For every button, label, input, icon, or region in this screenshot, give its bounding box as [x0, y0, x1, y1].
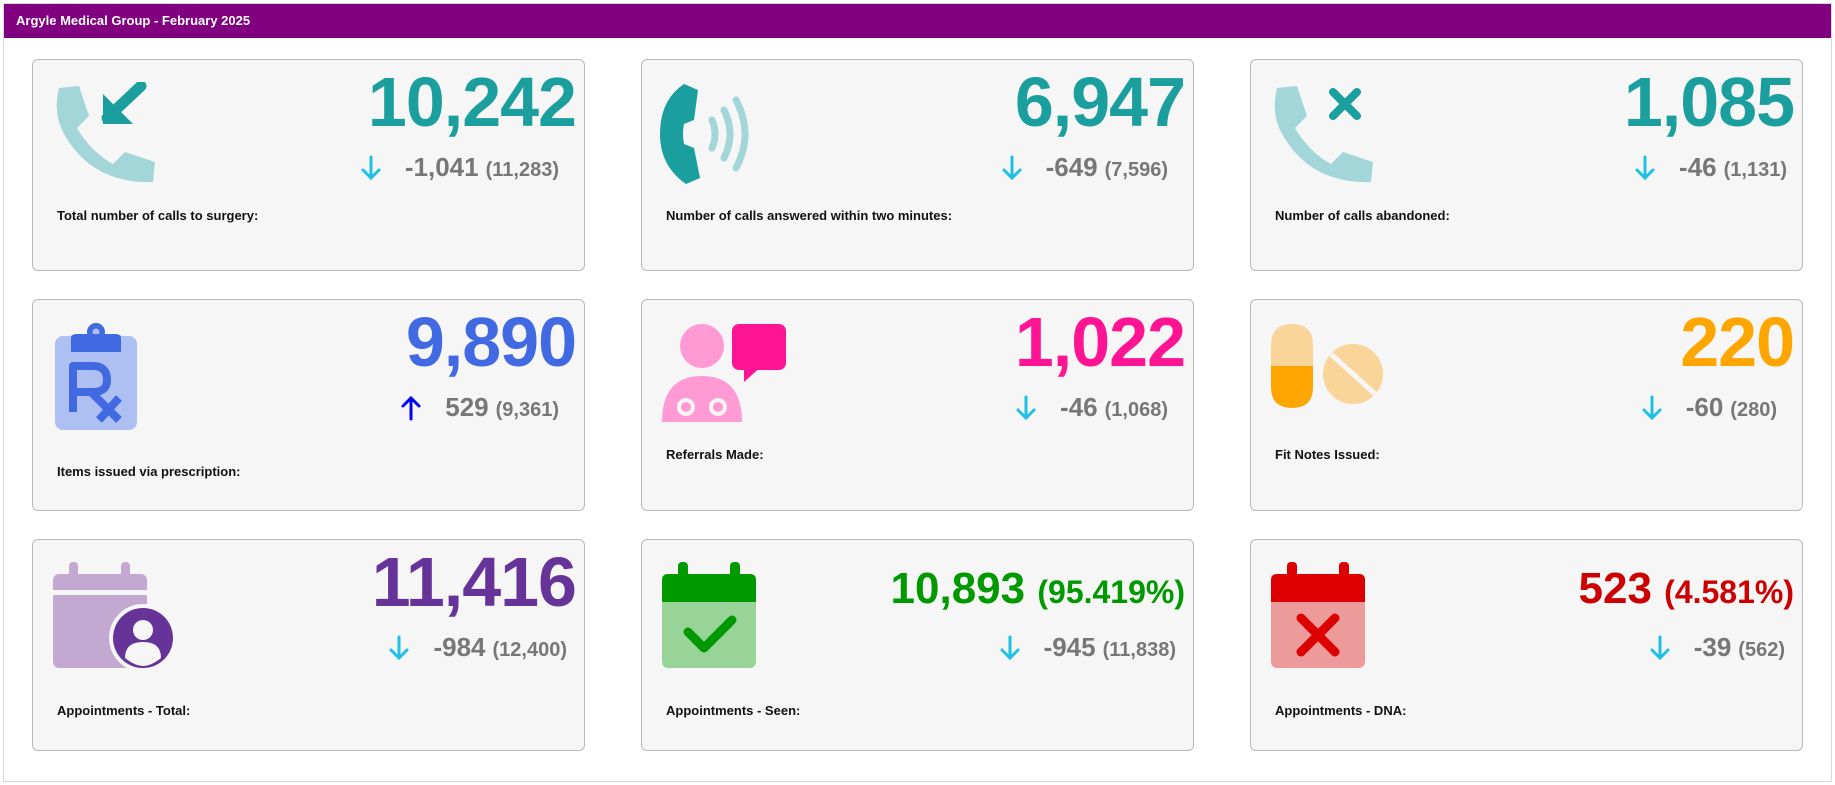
kpi-change: -649: [1045, 152, 1098, 182]
missed-call-icon: [1274, 86, 1373, 183]
arrow-down-icon: [1650, 635, 1670, 660]
kpi-value: 10,893 (95.419%): [890, 564, 1185, 613]
kpi-previous: (1,131): [1723, 159, 1787, 181]
calendar-user-icon: [53, 562, 177, 672]
kpi-value: 11,416: [371, 543, 577, 621]
kpi-value: 220: [1680, 303, 1795, 381]
kpi-previous: (1,068): [1104, 399, 1168, 421]
kpi-previous: (9,361): [495, 399, 559, 421]
kpi-label: Number of calls abandoned:: [1275, 208, 1450, 223]
kpi-delta: -945 (11,838): [998, 632, 1176, 663]
kpi-previous: (12,400): [492, 639, 568, 661]
kpi-label: Appointments - DNA:: [1275, 703, 1407, 718]
kpi-value: 523 (4.581%): [1578, 564, 1795, 613]
kpi-previous: (11,838): [1102, 639, 1176, 661]
calendar-cross-icon: [1271, 562, 1365, 668]
kpi-delta: -60 (280): [1640, 392, 1777, 423]
kpi-delta: -649 (7,596): [1000, 152, 1168, 183]
kpi-delta: -46 (1,131): [1633, 152, 1787, 183]
arrow-down-icon: [1016, 395, 1036, 420]
kpi-change: 529: [445, 392, 489, 422]
kpi-card-total-calls[interactable]: 10,242 -1,041 (11,283) Total number of c…: [32, 59, 585, 271]
kpi-value: 6,947: [1014, 63, 1186, 141]
arrow-down-icon: [1635, 155, 1655, 180]
incoming-call-icon: [56, 82, 155, 183]
kpi-change: -945: [1043, 632, 1096, 662]
kpi-value: 1,022: [1014, 303, 1186, 381]
arrow-down-icon: [361, 155, 381, 180]
kpi-card-prescription-items[interactable]: 9,890 529 (9,361) Items issued via presc…: [32, 299, 585, 511]
kpi-value-percent: (95.419%): [1037, 574, 1185, 610]
kpi-card-calls-abandoned[interactable]: 1,085 -46 (1,131) Number of calls abando…: [1250, 59, 1803, 271]
kpi-change: -1,041: [404, 152, 479, 182]
kpi-card-appointments-total[interactable]: 11,416 -984 (12,400) Appointments - Tota…: [32, 539, 585, 751]
kpi-card-fit-notes[interactable]: 220 -60 (280) Fit Notes Issued:: [1250, 299, 1803, 511]
kpi-card-appointments-seen[interactable]: 10,893 (95.419%) -945 (11,838) Appointme…: [641, 539, 1194, 751]
kpi-previous: (7,596): [1104, 159, 1168, 181]
doctor-chat-icon: [662, 324, 786, 422]
kpi-previous: (11,283): [485, 159, 559, 181]
kpi-label: Items issued via prescription:: [57, 464, 241, 479]
kpi-label: Total number of calls to surgery:: [57, 208, 259, 223]
kpi-label: Appointments - Seen:: [666, 703, 801, 718]
calendar-check-icon: [662, 562, 756, 668]
kpi-label: Number of calls answered within two minu…: [666, 208, 953, 223]
kpi-delta: -39 (562): [1648, 632, 1785, 663]
kpi-previous: (562): [1738, 639, 1785, 661]
kpi-value-number: 523: [1578, 564, 1652, 613]
kpi-change: -60: [1685, 392, 1724, 422]
kpi-card-referrals[interactable]: 1,022 -46 (1,068) Referrals Made:: [641, 299, 1194, 511]
kpi-label: Referrals Made:: [666, 447, 764, 462]
arrow-down-icon: [389, 635, 409, 660]
kpi-value: 9,890: [405, 303, 577, 381]
kpi-label: Fit Notes Issued:: [1275, 447, 1380, 462]
prescription-clipboard-icon: [55, 323, 137, 430]
kpi-value-percent: (4.581%): [1664, 574, 1794, 610]
kpi-change: -39: [1693, 632, 1732, 662]
kpi-value-number: 10,893: [890, 564, 1026, 613]
kpi-value: 10,242: [367, 63, 577, 141]
ringing-phone-icon: [660, 84, 749, 184]
kpi-value: 1,085: [1623, 63, 1795, 141]
kpi-delta: -1,041 (11,283): [359, 152, 559, 183]
kpi-change: -46: [1679, 152, 1717, 182]
pills-icon: [1271, 324, 1383, 408]
kpi-change: -46: [1060, 392, 1098, 422]
kpi-delta: 529 (9,361): [399, 392, 559, 423]
kpi-previous: (280): [1730, 399, 1777, 421]
kpi-label: Appointments - Total:: [57, 703, 191, 718]
arrow-down-icon: [1642, 395, 1662, 420]
page-title: Argyle Medical Group - February 2025: [4, 4, 1831, 38]
kpi-delta: -984 (12,400): [387, 632, 567, 663]
kpi-delta: -46 (1,068): [1014, 392, 1168, 423]
kpi-card-calls-answered[interactable]: 6,947 -649 (7,596) Number of calls answe…: [641, 59, 1194, 271]
kpi-card-appointments-dna[interactable]: 523 (4.581%) -39 (562) Appointments - DN…: [1250, 539, 1803, 751]
arrow-down-icon: [1000, 635, 1020, 660]
arrow-down-icon: [1002, 155, 1022, 180]
arrow-up-icon: [401, 395, 421, 420]
kpi-change: -984: [433, 632, 486, 662]
